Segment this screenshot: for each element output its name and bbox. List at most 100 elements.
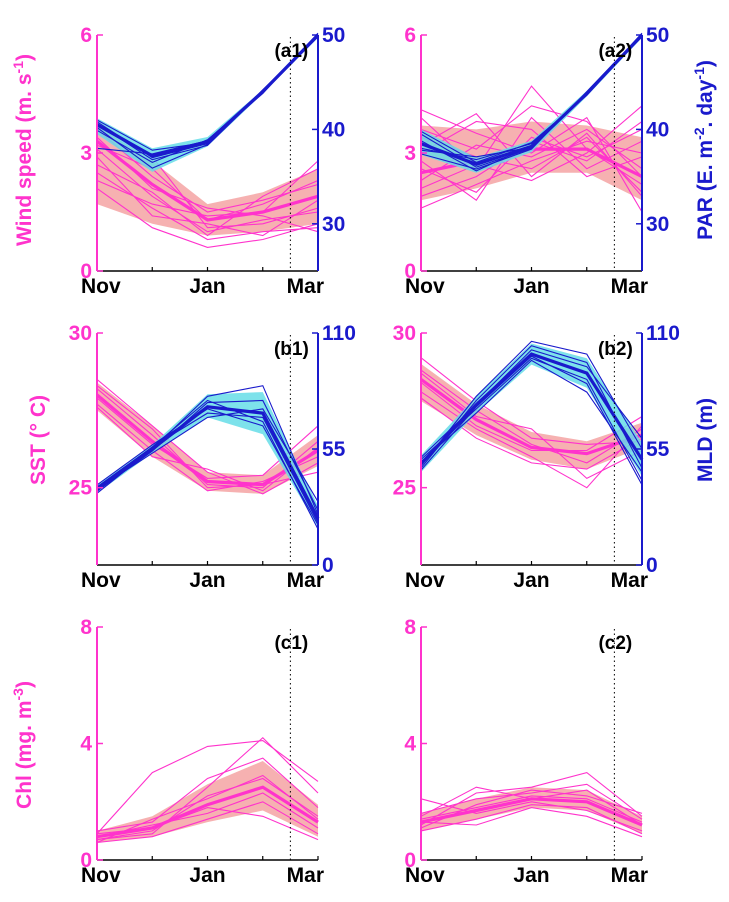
chl-label-text: Chl (mg. m [13,700,36,809]
right-series-member-2 [420,340,643,467]
right-tick-label-40: 40 [322,118,345,141]
right-series-mean [96,33,320,158]
left-tick-label-30: 30 [393,322,416,345]
right-series-mean [96,405,320,520]
left-series-member-0 [96,148,319,233]
left-tick-label-8: 8 [404,616,416,639]
x-tick-label-mar: Mar [287,864,324,887]
left-series-member-4 [96,792,319,838]
left-series-member-8 [420,140,643,209]
left-series-member-0 [96,777,319,841]
right-tick-label-0: 0 [322,554,334,577]
panel-c1: Nov Jan Mar 0 4 8 (c1) [80,616,324,887]
left-series-member-9 [96,160,319,217]
left-tick-label-0: 0 [404,260,416,283]
left-tick-label-0: 0 [80,849,92,872]
left-tick-label-30: 30 [69,322,92,345]
x-tick-label-nov: Nov [81,569,121,592]
left-tick-label-6: 6 [404,24,416,47]
left-series-member-10 [420,128,643,193]
par-label-sup2: -1 [691,67,707,80]
panel-label: (a1) [274,41,308,62]
right-tick-label-30: 30 [646,213,669,236]
left-series-member-2 [96,378,319,495]
left-series-member-2 [420,357,643,445]
right-series-member-4 [96,408,319,502]
left-series-member-6 [420,105,643,189]
right-series-mean [420,33,644,166]
x-tick-label-mar: Mar [287,569,324,592]
wind-speed-axis-label: Wind speed (m. s-1) [10,54,36,246]
left-series-member-3 [96,757,319,832]
left-series-member-3 [420,382,643,452]
chl-axis-label: Chl (mg. m-3) [10,681,36,809]
par-label-text: PAR (E. m [694,140,717,240]
right-tick-label-30: 30 [322,213,345,236]
par-label-sup1: -2 [691,127,707,140]
left-series-member-9 [420,105,643,177]
x-tick-label-mar: Mar [611,864,648,887]
x-tick-label-mar: Mar [287,275,324,298]
right-series-mean [419,352,644,465]
x-tick-label-jan: Jan [189,275,225,298]
panel-label: (c2) [598,633,632,654]
left-tick-label-6: 6 [80,24,92,47]
left-tick-label-3: 3 [404,142,416,165]
par-label-close: ) [694,60,717,67]
left-series-member-7 [420,120,643,178]
left-series-member-5 [96,406,319,492]
panel-label: (b2) [598,339,633,360]
panel-a1: Nov Jan Mar 0 3 6 30 40 50 (a1) [80,24,345,298]
right-tick-label-55: 55 [322,438,346,461]
left-series-mean [96,139,319,222]
left-tick-label-25: 25 [69,477,93,500]
left-series-member-7 [96,774,319,844]
panel-label: (c1) [274,633,308,654]
right-series-band [421,343,642,477]
par-axis-label: PAR (E. m-2. day-1) [691,60,717,240]
left-series-member-1 [96,740,319,835]
left-tick-label-4: 4 [404,733,416,756]
x-tick-label-jan: Jan [513,569,549,592]
left-series-member-3 [420,783,643,820]
left-series-member-4 [420,798,643,832]
wind-label-text: Wind speed (m. s [13,73,36,246]
left-tick-label-0: 0 [404,849,416,872]
left-series-mean [420,797,643,827]
chl-label-close: ) [13,681,36,688]
left-series-member-11 [420,113,643,197]
left-series-member-0 [420,795,643,823]
par-label-mid: . day [694,79,717,127]
panel-a2: Nov Jan Mar 0 3 6 30 40 50 (a2) [404,24,669,298]
panel-label: (a2) [598,41,632,62]
sst-axis-label: SST (° C) [27,395,50,485]
x-tick-label-mar: Mar [611,569,648,592]
x-tick-label-nov: Nov [405,569,445,592]
left-tick-label-3: 3 [80,142,92,165]
wind-label-close: ) [13,54,36,61]
left-series-member-2 [96,801,319,844]
right-series-member-3 [420,359,643,473]
mld-axis-label: MLD (m) [694,398,717,482]
x-tick-label-nov: Nov [405,864,445,887]
x-tick-label-nov: Nov [405,275,445,298]
x-tick-label-jan: Jan [189,569,225,592]
panel-b1: Nov Jan Mar 25 30 0 55 110 (b1) [69,322,356,592]
right-tick-label-40: 40 [646,118,669,141]
right-tick-label-50: 50 [322,24,345,47]
left-tick-label-25: 25 [393,477,417,500]
left-series-mean [95,393,319,487]
x-tick-label-mar: Mar [611,275,648,298]
left-series-member-5 [420,109,643,213]
left-series-band [421,363,642,470]
left-series-mean [96,785,319,839]
left-series-member-0 [420,369,643,464]
left-series-member-7 [96,164,319,237]
right-tick-label-110: 110 [322,322,356,345]
right-tick-label-55: 55 [646,438,670,461]
left-series-member-5 [96,187,319,248]
right-series-member-3 [96,408,319,526]
left-series-member-4 [96,385,319,489]
left-series-member-6 [420,807,643,838]
